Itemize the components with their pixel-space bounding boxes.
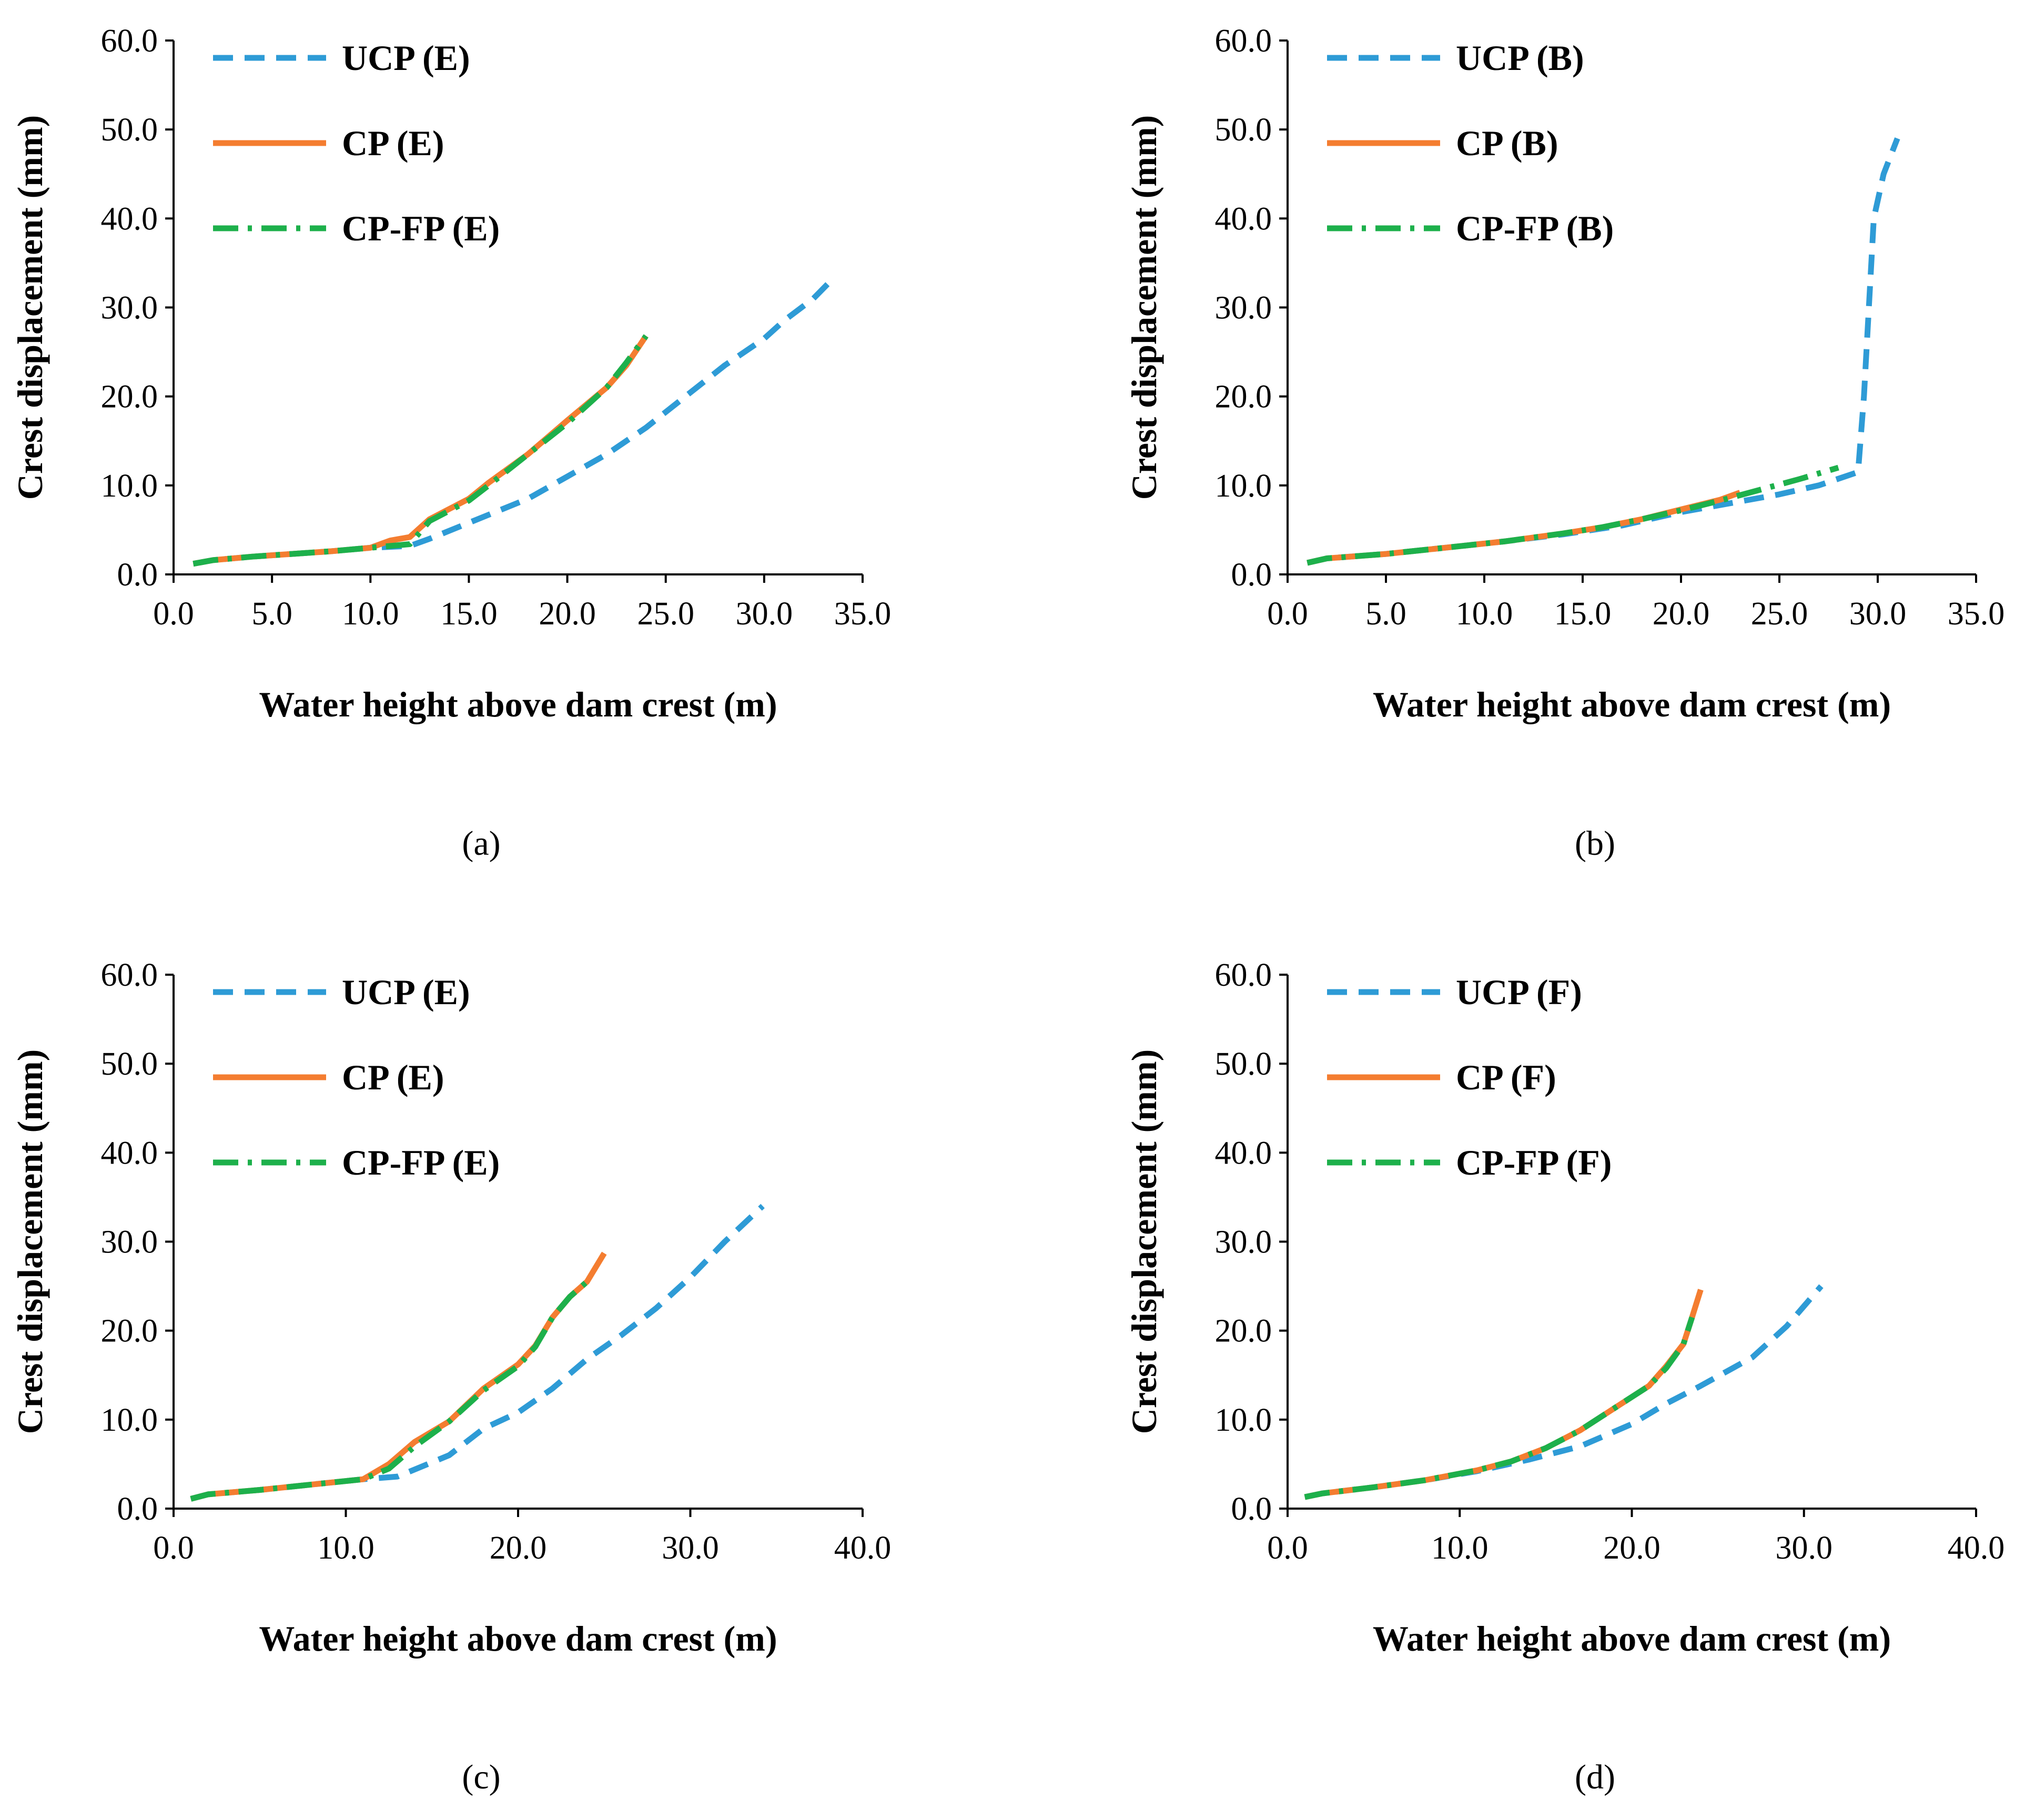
y-tick-label: 50.0 (101, 112, 158, 148)
legend-label: CP-FP (E) (342, 208, 500, 248)
y-axis-title: Crest displacement (mm) (1124, 115, 1164, 500)
y-axis-title: Crest displacement (mm) (10, 115, 50, 500)
y-tick-label: 40.0 (101, 1135, 158, 1171)
y-tick-label: 20.0 (101, 379, 158, 415)
x-axis-title: Water height above dam crest (m) (259, 684, 777, 724)
legend-label: UCP (F) (1456, 972, 1582, 1012)
x-tick-label: 20.0 (1653, 596, 1710, 632)
x-tick-label: 25.0 (637, 596, 694, 632)
series-line-ucp (1304, 1284, 1824, 1500)
x-tick-label: 10.0 (1431, 1530, 1489, 1566)
x-tick-label: 0.0 (1267, 596, 1308, 632)
x-tick-label: 35.0 (1948, 596, 2005, 632)
y-axis-title: Crest displacement (mm) (10, 1049, 50, 1434)
series-line-cpfp (190, 1279, 589, 1502)
x-axis-title: Water height above dam crest (m) (259, 1619, 777, 1659)
panel-a: 0.0 10.0 20.0 30.0 40.0 50.0 60.0 0.0 5.0 10.0 15.… (10, 23, 891, 863)
legend-label: CP (B) (1456, 123, 1558, 163)
x-tick-label: 0.0 (153, 1530, 194, 1566)
x-tick-label: 0.0 (1267, 1530, 1308, 1566)
x-tick-label: 20.0 (539, 596, 596, 632)
y-tick-label: 40.0 (1215, 201, 1272, 237)
y-tick-label: 20.0 (1215, 379, 1272, 415)
series-line-ucp (190, 1204, 765, 1502)
panel-caption: (c) (462, 1758, 500, 1796)
series-line-ucp (1307, 137, 1900, 566)
y-axis-title: Crest displacement (mm) (1124, 1049, 1164, 1434)
y-tick-label: 10.0 (101, 1402, 158, 1438)
legend-label: UCP (E) (342, 38, 470, 78)
series-line-cp (193, 334, 649, 567)
y-tick-label: 60.0 (1215, 23, 1272, 59)
x-tick-label: 5.0 (1365, 596, 1406, 632)
y-tick-label: 50.0 (1215, 112, 1272, 148)
x-tick-label: 15.0 (440, 596, 498, 632)
x-tick-label: 30.0 (736, 596, 793, 632)
legend-label: CP-FP (B) (1456, 208, 1614, 248)
panel-c: 0.0 10.0 20.0 30.0 40.0 50.0 60.0 0.0 10.0 20.0 30… (10, 957, 891, 1796)
x-tick-label: 40.0 (834, 1530, 892, 1566)
x-tick-label: 15.0 (1554, 596, 1612, 632)
panel-caption: (d) (1575, 1758, 1615, 1796)
x-tick-label: 25.0 (1751, 596, 1808, 632)
y-tick-label: 60.0 (101, 957, 158, 993)
x-tick-label: 10.0 (1456, 596, 1513, 632)
y-tick-label: 60.0 (101, 23, 158, 59)
panel-caption: (b) (1575, 824, 1615, 863)
y-tick-label: 20.0 (1215, 1313, 1272, 1349)
y-tick-label: 40.0 (1215, 1135, 1272, 1171)
x-tick-label: 30.0 (662, 1530, 719, 1566)
x-tick-label: 0.0 (153, 596, 194, 632)
legend-label: CP (E) (342, 123, 444, 163)
legend-label: UCP (B) (1456, 38, 1584, 78)
panel-d: 0.0 10.0 20.0 30.0 40.0 50.0 60.0 0.0 10.0 20.0 30… (1124, 957, 2004, 1796)
legend-label: UCP (E) (342, 972, 470, 1012)
x-tick-label: 30.0 (1776, 1530, 1833, 1566)
y-tick-label: 0.0 (117, 1491, 158, 1527)
y-tick-label: 10.0 (1215, 1402, 1272, 1438)
series-line-cpfp (1307, 464, 1839, 566)
legend-label: CP (E) (342, 1057, 444, 1097)
series-line-cpfp (193, 334, 649, 567)
x-tick-label: 20.0 (490, 1530, 547, 1566)
y-tick-label: 30.0 (1215, 290, 1272, 326)
x-tick-label: 40.0 (1948, 1530, 2005, 1566)
panel-b: 0.0 10.0 20.0 30.0 40.0 50.0 60.0 0.0 5.0 10.0 15.… (1124, 23, 2004, 863)
y-tick-label: 30.0 (1215, 1225, 1272, 1260)
y-tick-label: 0.0 (117, 557, 158, 593)
legend-label: CP-FP (F) (1456, 1142, 1612, 1182)
legend-label: CP-FP (E) (342, 1142, 500, 1182)
x-tick-label: 10.0 (317, 1530, 374, 1566)
y-tick-label: 20.0 (101, 1313, 158, 1349)
x-tick-label: 20.0 (1603, 1530, 1660, 1566)
x-tick-label: 30.0 (1849, 596, 1907, 632)
x-tick-label: 35.0 (834, 596, 892, 632)
y-tick-label: 10.0 (1215, 468, 1272, 504)
y-tick-label: 50.0 (1215, 1046, 1272, 1082)
x-axis-title: Water height above dam crest (m) (1373, 684, 1891, 724)
y-tick-label: 0.0 (1231, 1491, 1272, 1527)
y-tick-label: 40.0 (101, 201, 158, 237)
panel-caption: (a) (462, 824, 500, 863)
y-tick-label: 50.0 (101, 1046, 158, 1082)
y-tick-label: 60.0 (1215, 957, 1272, 993)
y-tick-label: 10.0 (101, 468, 158, 504)
series-line-ucp (193, 280, 832, 567)
y-tick-label: 0.0 (1231, 557, 1272, 593)
legend-label: CP (F) (1456, 1057, 1556, 1097)
series-line-cpfp (1304, 1316, 1695, 1500)
x-tick-label: 5.0 (251, 596, 292, 632)
x-axis-title: Water height above dam crest (m) (1373, 1619, 1891, 1659)
y-tick-label: 30.0 (101, 1225, 158, 1260)
x-tick-label: 10.0 (342, 596, 399, 632)
y-tick-label: 30.0 (101, 290, 158, 326)
